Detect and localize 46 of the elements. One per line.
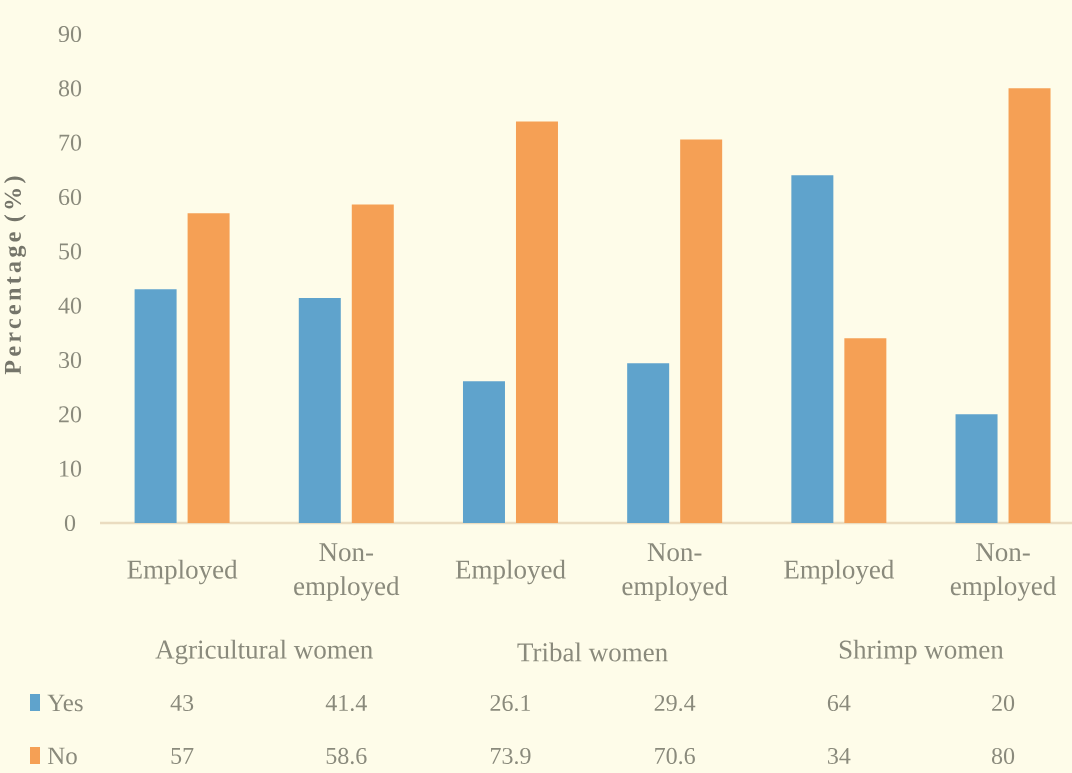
data-label: 34 [828, 747, 851, 765]
bar [134, 289, 177, 523]
data-label: 41.4 [325, 694, 367, 712]
data-label: 70.6 [655, 747, 695, 765]
data-label: 57 [171, 748, 194, 764]
text: Agricultural women [155, 639, 373, 665]
x-tick-label: Employed [784, 559, 895, 585]
y-tick-label: 30 [59, 351, 82, 369]
bar [844, 338, 887, 523]
data-label: 43 [170, 694, 194, 712]
data-label: 20 [992, 694, 1015, 712]
y-tick-label: 70 [59, 134, 82, 151]
bar [298, 298, 341, 523]
data-label: 80 [991, 747, 1015, 765]
y-tick-label: 40 [58, 297, 82, 314]
y-tick-label: 50 [59, 243, 82, 260]
y-tick-label: 20 [59, 406, 82, 423]
bar [1008, 88, 1051, 523]
y-tick-label: 80 [58, 80, 82, 97]
y-tick-label: 90 [58, 25, 82, 43]
x-tick-label: Non-employed [622, 543, 728, 601]
legend-label: No [47, 747, 77, 765]
x-tick-label: Non-employed [294, 543, 400, 601]
text: Shrimp women [839, 639, 1004, 665]
x-tick-label: Non-employed [950, 543, 1056, 601]
x-tick-label: Employed [455, 559, 566, 585]
bar [351, 204, 394, 523]
data-label: 64 [827, 694, 851, 712]
bar [955, 414, 998, 523]
text: Tribal women [517, 642, 668, 662]
bar [462, 381, 505, 523]
bar [627, 363, 670, 523]
y-axis-title: Percentage (%) [4, 176, 26, 375]
x-tick-label: Employed [127, 559, 238, 585]
y-tick-label: 0 [64, 514, 76, 532]
data-label: 26.1 [490, 694, 531, 712]
y-tick-label: 60 [59, 188, 82, 206]
bar [680, 139, 723, 523]
data-label: 29.4 [654, 694, 696, 712]
bar [187, 213, 230, 523]
data-label: 58.6 [326, 747, 367, 765]
bar [515, 121, 558, 523]
bar [791, 175, 834, 523]
legend-label: Yes [47, 694, 83, 712]
y-tick-label: 10 [60, 460, 82, 477]
data-label: 73.9 [491, 747, 531, 765]
